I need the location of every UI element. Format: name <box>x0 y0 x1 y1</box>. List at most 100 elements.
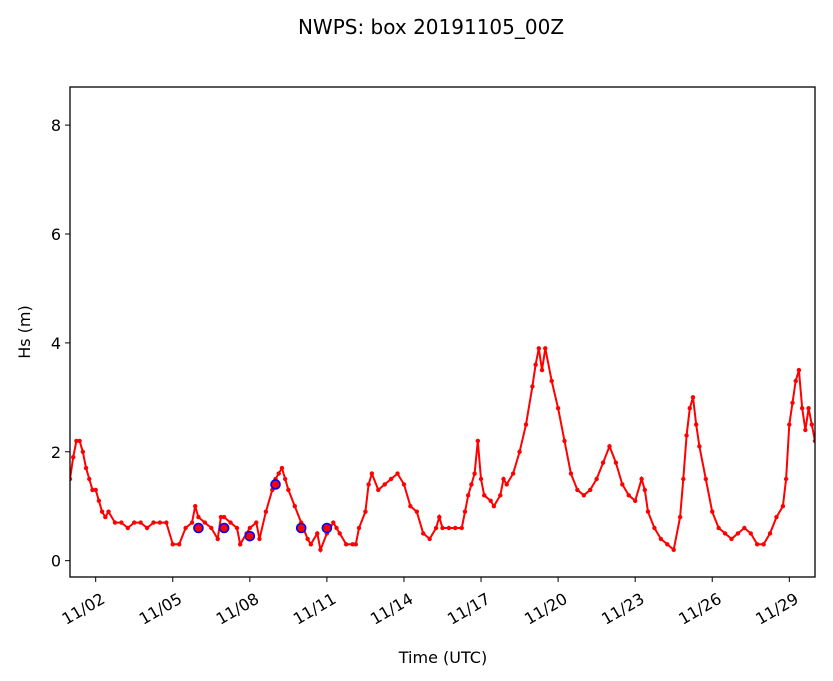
series-point <box>539 367 545 373</box>
series-point <box>234 525 240 531</box>
series-point <box>767 531 773 536</box>
series-point <box>549 378 554 384</box>
y-axis: 0 2 4 6 8 <box>51 116 70 571</box>
series-point <box>369 471 375 476</box>
series-point <box>215 536 220 542</box>
series-point <box>202 520 208 525</box>
series-point <box>446 525 452 531</box>
series-point <box>151 520 156 525</box>
series-point <box>414 509 420 514</box>
series-point <box>652 525 657 531</box>
series-point <box>363 509 368 514</box>
series-point <box>530 384 535 389</box>
x-tick-label: 11/23 <box>598 589 647 629</box>
series-point <box>308 542 314 547</box>
series-point <box>748 531 753 536</box>
series-point <box>440 525 445 531</box>
series-point <box>337 531 342 536</box>
series-point <box>472 471 477 476</box>
series-point <box>459 525 464 531</box>
series-point <box>607 444 612 449</box>
series-point <box>806 406 811 411</box>
series-point <box>388 476 394 482</box>
series-point <box>247 525 253 531</box>
series-point <box>626 493 631 498</box>
series-point <box>80 449 86 454</box>
series-point <box>433 525 439 531</box>
series-point <box>774 514 779 520</box>
series-point <box>318 547 323 552</box>
series-point <box>170 542 175 547</box>
series-point <box>279 465 285 471</box>
series-point <box>799 406 805 411</box>
series-point <box>437 514 442 520</box>
series-point <box>687 406 692 411</box>
y-tick-label: 0 <box>51 552 61 571</box>
series-point <box>376 487 381 493</box>
series-point <box>254 520 259 525</box>
y-tick-label: 8 <box>51 116 61 135</box>
observation-point <box>193 522 204 534</box>
series-point <box>343 542 349 547</box>
series-point <box>196 514 201 520</box>
x-tick-label: 11/29 <box>752 589 801 629</box>
series-point <box>74 438 79 444</box>
series-point <box>83 465 89 471</box>
series-point <box>90 487 95 493</box>
series-point <box>478 476 484 482</box>
observation-point <box>218 522 230 534</box>
x-tick-label: 11/02 <box>59 589 108 629</box>
x-axis: 11/02 11/05 11/08 11/11 11/14 11/17 11/20 11/23… <box>59 577 802 629</box>
series-point <box>462 509 468 514</box>
series-point <box>237 542 243 547</box>
series-point <box>620 482 625 487</box>
series-point <box>93 487 98 493</box>
observation-point <box>295 522 307 534</box>
series-point <box>157 520 163 525</box>
y-axis-label: Hs (m) <box>15 305 34 359</box>
series-point <box>488 498 493 503</box>
series-point <box>536 346 542 351</box>
series-point <box>125 525 131 531</box>
series-point <box>395 471 400 476</box>
series-point <box>103 514 108 520</box>
series-point <box>218 514 224 520</box>
series-point <box>87 476 92 482</box>
series-point <box>543 346 548 351</box>
series-point <box>523 422 529 427</box>
series-point <box>803 427 808 433</box>
series-point <box>382 482 387 487</box>
plot-area <box>70 346 815 554</box>
series-point <box>138 520 143 525</box>
series-point <box>809 422 814 427</box>
x-tick-label: 11/26 <box>675 589 724 629</box>
series-point <box>106 509 111 514</box>
series-point <box>697 444 702 449</box>
series-point <box>112 520 118 525</box>
series-point <box>710 509 715 514</box>
series-point <box>790 400 795 405</box>
series-point <box>276 471 281 476</box>
x-axis-label: Time (UTC) <box>398 648 487 667</box>
observation-point <box>270 479 281 490</box>
y-tick-label: 2 <box>51 443 61 462</box>
series-point <box>681 476 686 482</box>
series-point <box>257 536 262 542</box>
series-point <box>408 504 413 509</box>
series-point <box>562 438 567 444</box>
series-point <box>703 476 709 482</box>
series-point <box>209 525 214 531</box>
chart-title: NWPS: box 20191105_00Z <box>298 15 564 39</box>
x-tick-label: 11/08 <box>213 589 262 629</box>
series-point <box>581 493 586 498</box>
x-tick-label: 11/11 <box>290 589 339 629</box>
series-point <box>353 542 358 547</box>
series-point <box>793 378 798 384</box>
observation-point <box>244 530 256 542</box>
series-point <box>716 525 721 531</box>
series-point <box>475 438 481 444</box>
series-point <box>482 493 487 498</box>
series-point <box>761 542 766 547</box>
series-point <box>228 520 233 525</box>
